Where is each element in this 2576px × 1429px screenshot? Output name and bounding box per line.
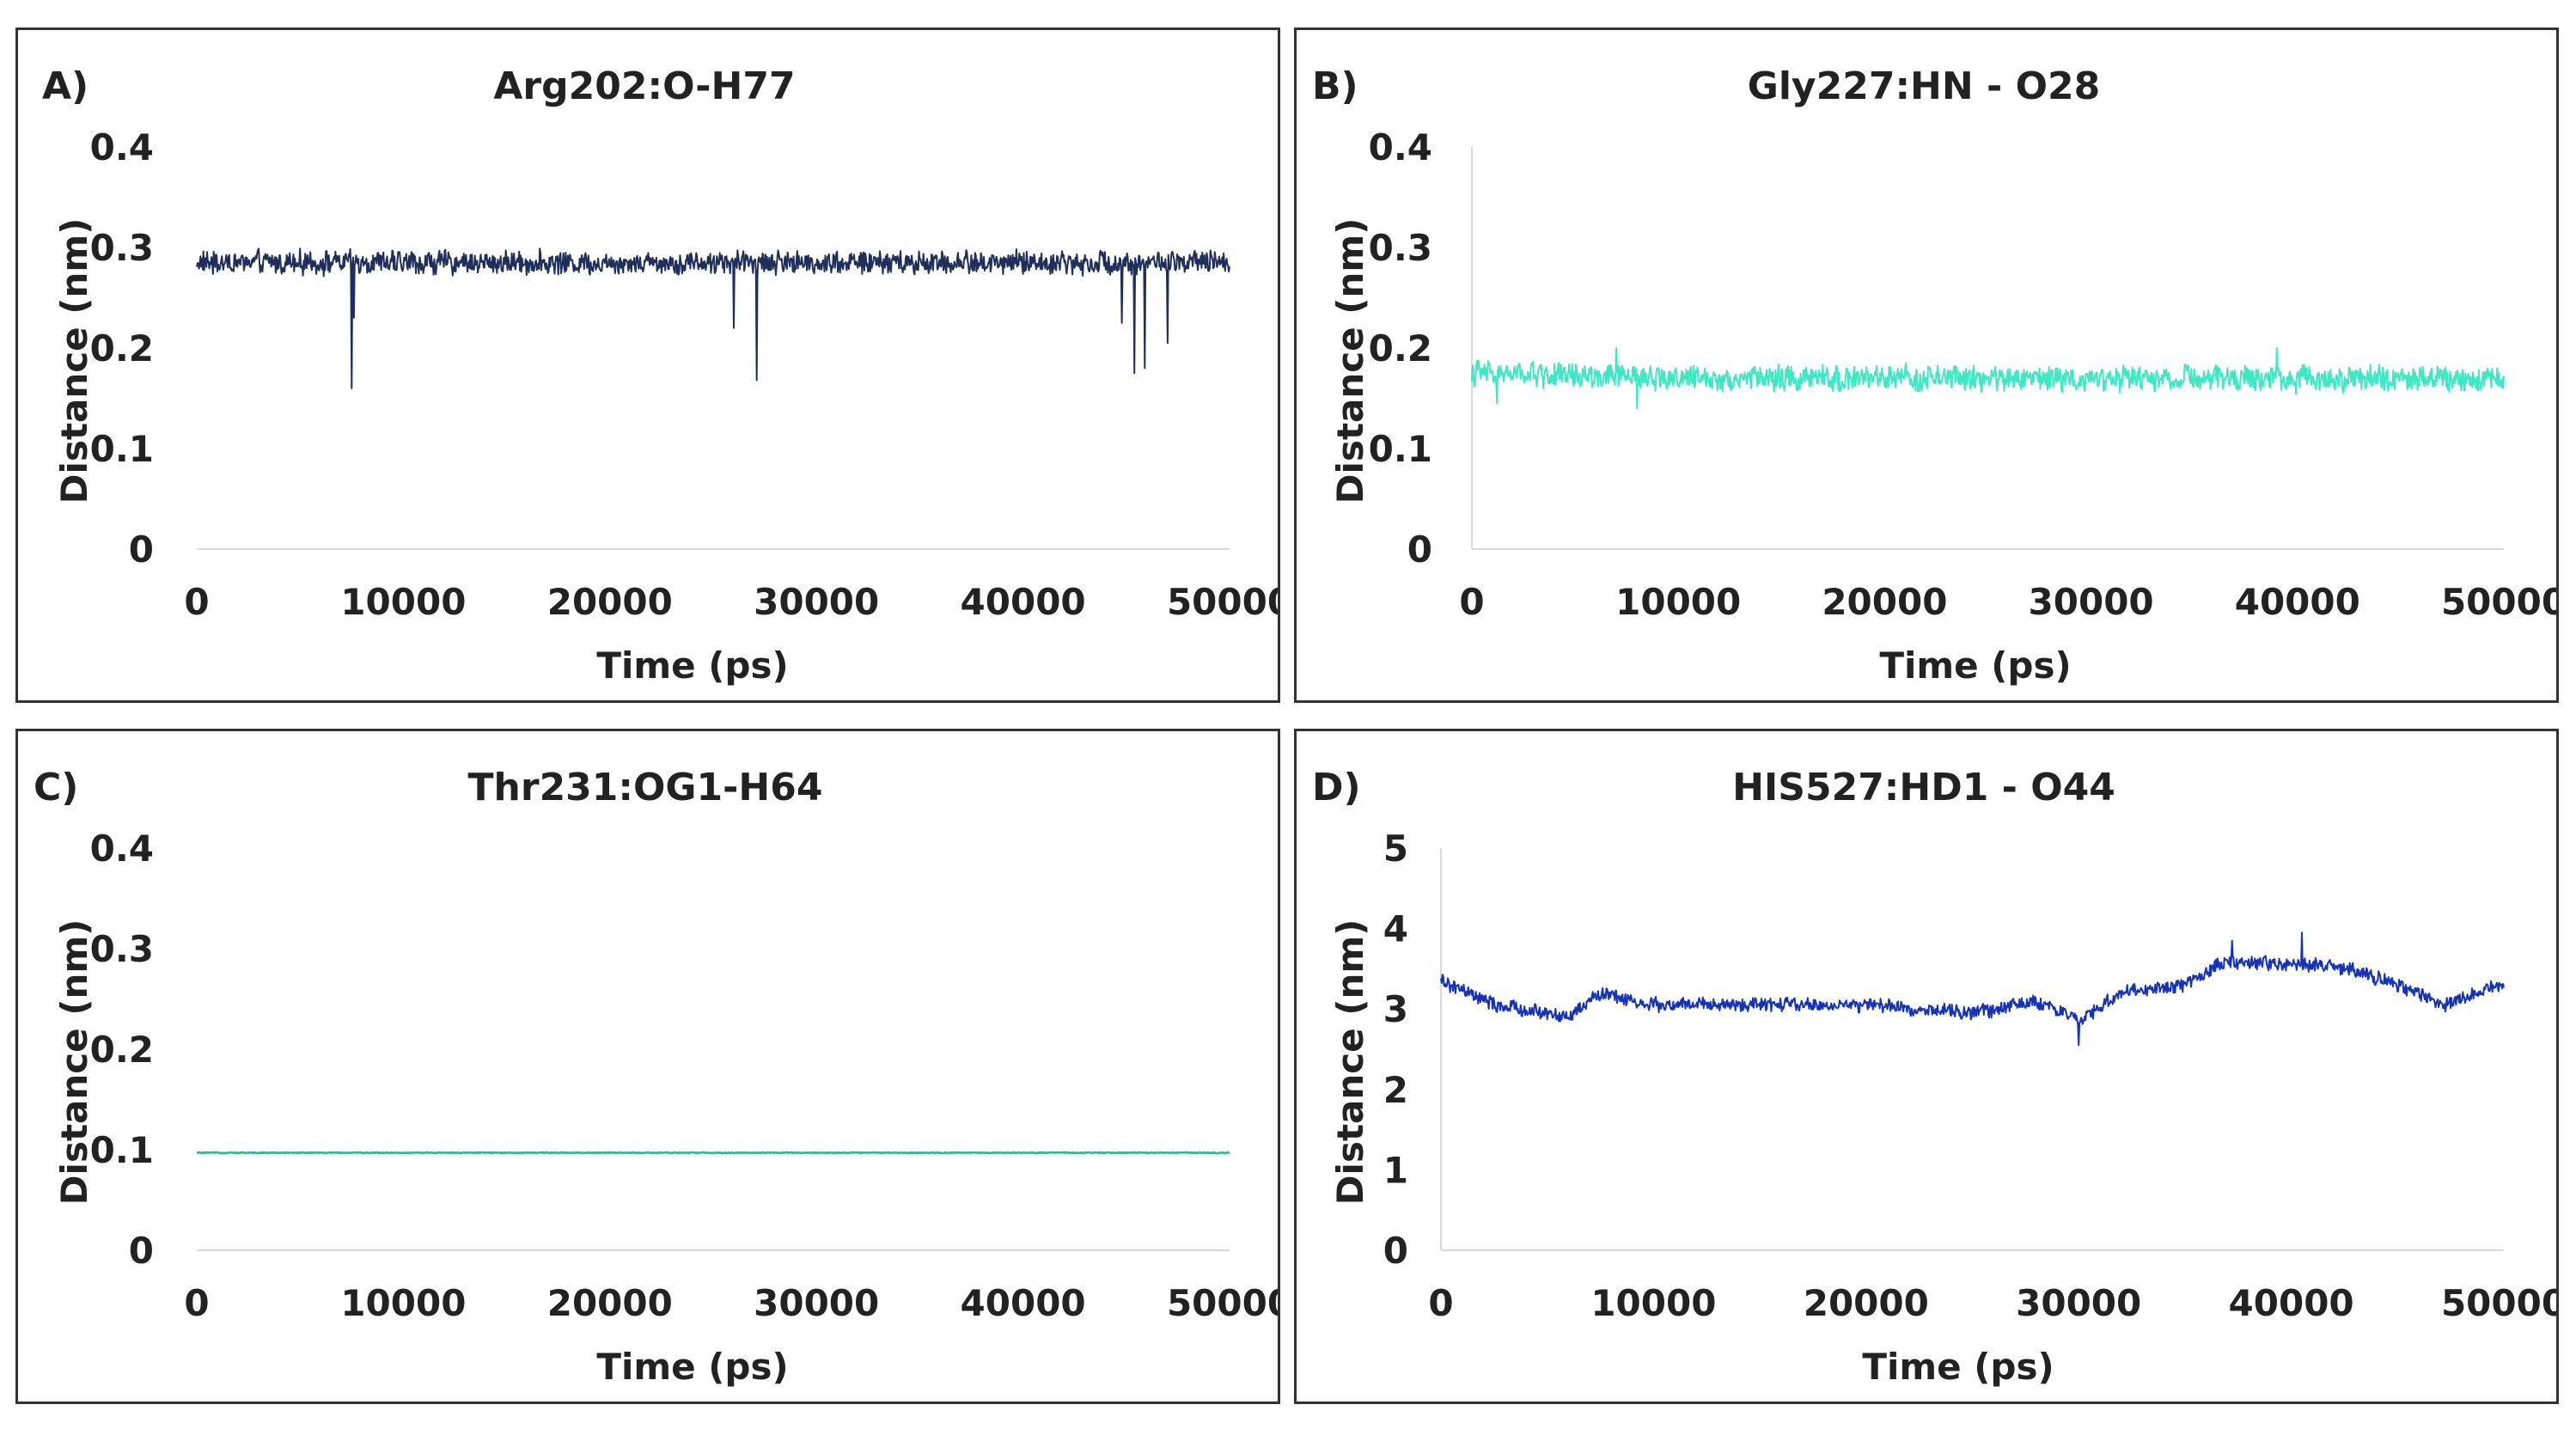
panel-label: D) xyxy=(1312,766,1361,809)
y-tick-label: 0.3 xyxy=(1369,227,1432,269)
y-tick-label: 0.1 xyxy=(90,428,154,470)
plot-area: 0 0.1 0.2 0.3 0.4 0 10000 20000 30000 40000 50000 xyxy=(90,126,1278,623)
y-tick-label: 0 xyxy=(1407,528,1432,571)
y-tick-label: 0 xyxy=(1383,1230,1408,1272)
panel-a: A) Arg202:O-H77 0 0.1 0.2 0.3 0.4 0 10000 20000… xyxy=(15,27,1280,703)
y-tick-label: 0.1 xyxy=(1369,428,1432,470)
y-tick-label: 0.4 xyxy=(90,827,154,870)
chart-title: HIS527:HD1 - O44 xyxy=(1732,766,2115,809)
y-tick-label: 0 xyxy=(129,1230,154,1272)
y-tick-label: 0.4 xyxy=(90,126,154,168)
chart-title: Thr231:OG1-H64 xyxy=(468,766,823,809)
x-tick-label: 0 xyxy=(1459,581,1484,623)
x-tick-label: 20000 xyxy=(547,581,673,623)
chart-title: Arg202:O-H77 xyxy=(493,64,795,108)
x-tick-label: 10000 xyxy=(1615,581,1741,623)
series-line xyxy=(196,247,1230,389)
chart-a: A) Arg202:O-H77 0 0.1 0.2 0.3 0.4 0 10000 20000… xyxy=(42,64,1278,687)
plot-area: 0 1 2 3 4 5 0 10000 20000 30000 40000 50000 xyxy=(1383,827,2556,1324)
x-tick-label: 50000 xyxy=(1167,1282,1278,1324)
panel-label: B) xyxy=(1312,64,1358,108)
panel-label: A) xyxy=(42,64,89,108)
x-tick-label: 10000 xyxy=(340,581,466,623)
x-tick-label: 40000 xyxy=(2229,1282,2354,1324)
x-tick-label: 20000 xyxy=(547,1282,673,1324)
chart-b: B) Gly227:HN - O28 0 0.1 0.2 0.3 0.4 0 10000 20… xyxy=(1312,64,2556,687)
x-axis-label: Time (ps) xyxy=(1862,1346,2054,1388)
y-tick-label: 0.3 xyxy=(90,928,154,970)
series-line xyxy=(1440,931,2505,1047)
x-tick-label: 20000 xyxy=(1804,1282,1929,1324)
x-tick-label: 40000 xyxy=(961,1282,1086,1324)
x-tick-label: 30000 xyxy=(754,1282,879,1324)
plot-area: 0 0.1 0.2 0.3 0.4 0 10000 20000 30000 40000 50000 xyxy=(1369,126,2556,623)
x-tick-label: 50000 xyxy=(1167,581,1278,623)
y-tick-label: 0.3 xyxy=(90,227,154,269)
panel-d: D) HIS527:HD1 - O44 0 1 2 3 4 5 0 10000 20000 300… xyxy=(1294,729,2559,1404)
panel-c: C) Thr231:OG1-H64 0 0.1 0.2 0.3 0.4 0 10000 200… xyxy=(15,729,1280,1404)
y-tick-label: 0.4 xyxy=(1369,126,1432,168)
x-tick-label: 20000 xyxy=(1822,581,1947,623)
y-tick-label: 0 xyxy=(129,528,154,571)
y-axis-label: Distance (nm) xyxy=(53,218,95,504)
y-tick-label: 4 xyxy=(1383,908,1408,950)
x-tick-label: 0 xyxy=(1428,1282,1453,1324)
y-tick-label: 5 xyxy=(1383,827,1408,870)
panel-label: C) xyxy=(34,766,78,809)
y-axis-label: Distance (nm) xyxy=(1329,919,1371,1206)
y-tick-label: 0.2 xyxy=(1369,327,1432,369)
panel-b: B) Gly227:HN - O28 0 0.1 0.2 0.3 0.4 0 10000 20… xyxy=(1294,27,2559,703)
x-tick-label: 40000 xyxy=(2235,581,2360,623)
x-tick-label: 10000 xyxy=(340,1282,466,1324)
y-axis-label: Distance (nm) xyxy=(1329,218,1371,504)
x-tick-label: 0 xyxy=(184,581,209,623)
chart-c: C) Thr231:OG1-H64 0 0.1 0.2 0.3 0.4 0 10000 200… xyxy=(34,766,1278,1388)
x-axis-label: Time (ps) xyxy=(1879,644,2071,687)
plot-area: 0 0.1 0.2 0.3 0.4 0 10000 20000 30000 40000 50000 xyxy=(90,827,1278,1324)
x-tick-label: 0 xyxy=(184,1282,209,1324)
y-tick-label: 0.2 xyxy=(90,327,154,369)
x-tick-label: 10000 xyxy=(1590,1282,1716,1324)
y-tick-label: 0.1 xyxy=(90,1129,154,1171)
x-tick-label: 50000 xyxy=(2441,581,2556,623)
series-line xyxy=(196,1151,1230,1155)
y-tick-label: 2 xyxy=(1383,1069,1408,1111)
series-line xyxy=(1471,347,2505,410)
x-tick-label: 40000 xyxy=(961,581,1086,623)
x-tick-label: 30000 xyxy=(2029,581,2154,623)
x-tick-label: 50000 xyxy=(2441,1282,2556,1324)
y-tick-label: 3 xyxy=(1383,988,1408,1030)
x-tick-label: 30000 xyxy=(754,581,879,623)
x-axis-label: Time (ps) xyxy=(596,1346,788,1388)
x-axis-label: Time (ps) xyxy=(596,644,788,687)
y-tick-label: 0.2 xyxy=(90,1029,154,1071)
y-axis-label: Distance (nm) xyxy=(53,919,95,1206)
y-tick-label: 1 xyxy=(1383,1149,1408,1191)
chart-d: D) HIS527:HD1 - O44 0 1 2 3 4 5 0 10000 20000 300… xyxy=(1312,766,2556,1388)
x-tick-label: 30000 xyxy=(2016,1282,2141,1324)
chart-title: Gly227:HN - O28 xyxy=(1748,64,2101,108)
